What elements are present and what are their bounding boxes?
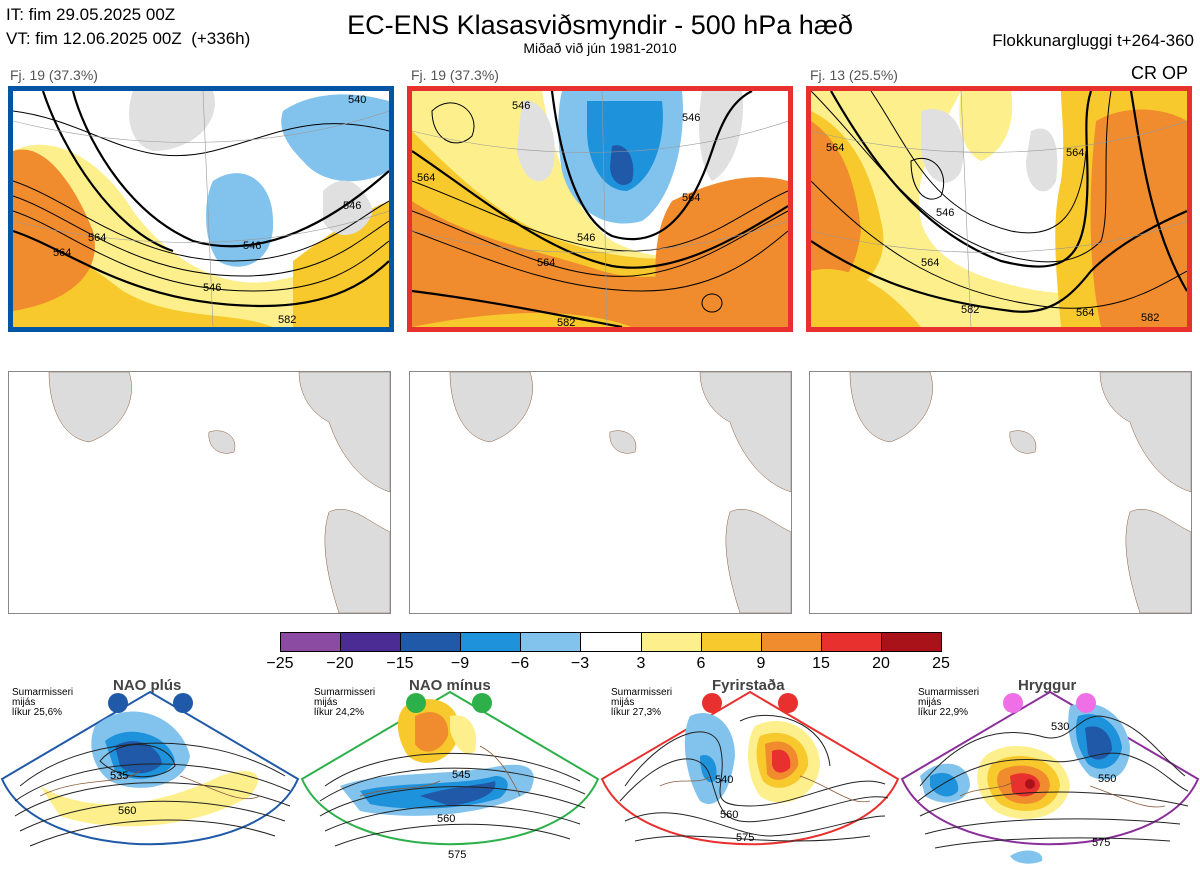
- contour-label: 582: [557, 317, 575, 327]
- regime-nao-minus[interactable]: Sumarmisseri mijás líkur 24,2% NAO mínus…: [300, 676, 600, 871]
- colorbar-tick: 6: [696, 655, 706, 672]
- panel-1-label: Fj. 19 (37.3%): [10, 67, 98, 83]
- colorbar-swatch: [461, 633, 522, 651]
- colorbar-tick: −3: [570, 655, 590, 672]
- colorbar-tick: 15: [812, 655, 830, 672]
- blank-map-3[interactable]: [809, 371, 1192, 614]
- regime-prob: líkur 22,9%: [918, 707, 969, 718]
- colorbar-swatch: [581, 633, 642, 651]
- regime-nao-plus[interactable]: Sumarmisseri mijás líkur 25,6% NAO plús …: [0, 676, 300, 871]
- contour-label: 546: [512, 100, 530, 112]
- regime-season: Sumarmisseri: [611, 687, 673, 698]
- page-title: EC-ENS Klasasviðsmyndir - 500 hPa hæð: [347, 10, 853, 40]
- contour-label: 582: [961, 304, 979, 316]
- page-subtitle: Miðað við jún 1981-2010: [523, 40, 677, 56]
- regime-prob: líkur 27,3%: [611, 707, 662, 718]
- contour-label: 545: [452, 769, 470, 781]
- colorbar-tick: −15: [386, 655, 414, 672]
- regime-prob: líkur 25,6%: [12, 707, 63, 718]
- colorbar-tick: 25: [932, 655, 950, 672]
- contour-label: 564: [921, 257, 939, 269]
- contour-label: 546: [682, 112, 700, 124]
- contour-label: 575: [448, 849, 466, 861]
- contour-label: 575: [1092, 837, 1110, 849]
- contour-label: 535: [110, 770, 128, 782]
- colorbar-swatch: [881, 633, 942, 651]
- regime-mean: mijás: [918, 697, 942, 708]
- regime-season: Sumarmisseri: [314, 687, 376, 698]
- cluster-panel-2[interactable]: 546 546 546 564 564 582 564: [407, 86, 793, 332]
- regime-title: NAO plús: [113, 677, 182, 694]
- colorbar-tick: −20: [326, 655, 354, 672]
- classification-window: Flokkunargluggi t+264-360: [992, 31, 1194, 50]
- regime-prob: líkur 24,2%: [314, 707, 365, 718]
- contour-label: 540: [715, 774, 733, 786]
- regime-season: Sumarmisseri: [918, 687, 980, 698]
- contour-label: 564: [826, 142, 844, 154]
- colorbar-swatch: [761, 633, 822, 651]
- regime-title: Hryggur: [1018, 677, 1077, 694]
- regime-mean: mijás: [314, 697, 338, 708]
- contour-label: 582: [278, 314, 296, 326]
- colorbar-swatch: [401, 633, 462, 651]
- contour-label: 564: [682, 192, 700, 204]
- colorbar-tick: −6: [510, 655, 530, 672]
- colorbar-swatch: [281, 633, 342, 651]
- contour-label: 575: [736, 832, 754, 844]
- colorbar-tick: −25: [266, 655, 294, 672]
- blank-map-1[interactable]: [8, 371, 391, 614]
- colorbar-tick: −9: [450, 655, 470, 672]
- contour-label: 560: [720, 809, 738, 821]
- contour-label: 560: [118, 805, 136, 817]
- panel-3-label: Fj. 13 (25.5%): [810, 67, 898, 83]
- colorbar-swatch: [341, 633, 402, 651]
- regime-season: Sumarmisseri: [12, 687, 74, 698]
- regime-blocking[interactable]: Sumarmisseri mijás líkur 27,3% Fyrirstað…: [600, 676, 900, 871]
- colorbar-swatch: [521, 633, 582, 651]
- contour-label: 530: [1051, 721, 1069, 733]
- contour-label: 546: [243, 240, 261, 252]
- colorbar-swatch: [821, 633, 882, 651]
- colorbar-tick: 3: [636, 655, 646, 672]
- regime-mean: mijás: [12, 697, 36, 708]
- colorbar-swatch: [641, 633, 702, 651]
- regime-title: Fyrirstaða: [712, 677, 785, 694]
- colorbar-tick: 9: [756, 655, 766, 672]
- colorbar-tick: 20: [872, 655, 890, 672]
- contour-label: 564: [1076, 307, 1094, 319]
- contour-label: 546: [936, 207, 954, 219]
- contour-label: 564: [1066, 147, 1084, 159]
- valid-time: VT: fim 12.06.2025 00Z (+336h): [6, 29, 251, 48]
- contour-label: 564: [53, 247, 71, 259]
- colorbar-swatch: [701, 633, 762, 651]
- regime-ridge[interactable]: Sumarmisseri mijás líkur 22,9% Hryggur 5…: [900, 676, 1200, 871]
- contour-label: 564: [537, 257, 555, 269]
- regime-title: NAO mínus: [409, 677, 491, 694]
- contour-label: 550: [1098, 773, 1116, 785]
- cr-op-label: CR OP: [1130, 63, 1188, 83]
- contour-label: 546: [577, 232, 595, 244]
- panel-2-label: Fj. 19 (37.3%): [411, 67, 499, 83]
- contour-label: 540: [348, 94, 366, 106]
- colorbar: [280, 632, 942, 652]
- contour-label: 582: [1141, 312, 1159, 324]
- contour-label: 564: [417, 172, 435, 184]
- contour-label: 564: [88, 232, 106, 244]
- cluster-panel-1[interactable]: 546 546 546 564 564 582 540: [8, 86, 394, 332]
- initial-time: IT: fim 29.05.2025 00Z: [6, 5, 176, 24]
- regime-mean: mijás: [611, 697, 635, 708]
- contour-label: 546: [343, 200, 361, 212]
- cluster-panel-3[interactable]: 564 564 546 564 582 564 582: [806, 86, 1192, 332]
- contour-label: 560: [437, 813, 455, 825]
- contour-label: 546: [203, 282, 221, 294]
- blank-map-2[interactable]: [409, 371, 792, 614]
